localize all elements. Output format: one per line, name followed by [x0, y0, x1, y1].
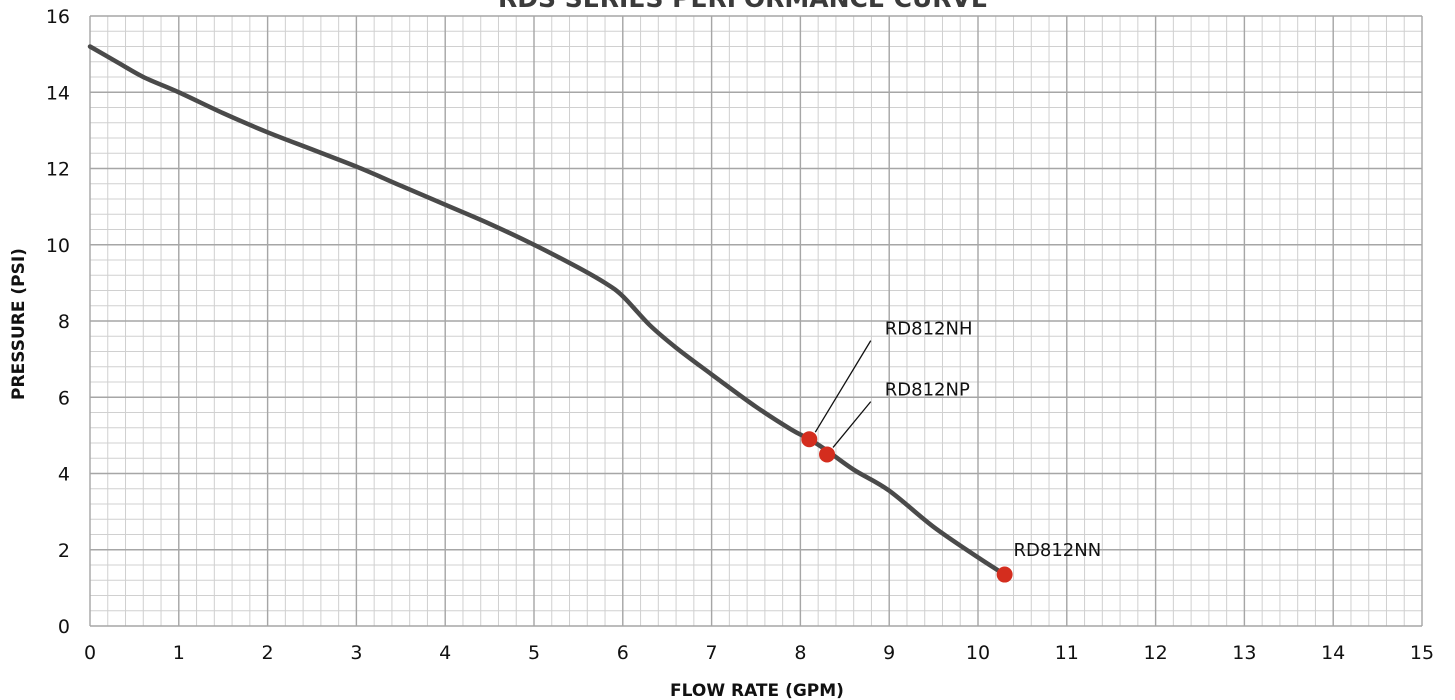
x-tick-label: 2 [262, 642, 274, 664]
y-tick-label: 6 [58, 387, 70, 409]
point-label-rd812nn: RD812NN [1014, 540, 1102, 561]
point-label-rd812np: RD812NP [885, 380, 970, 401]
leader-line-rd812nh [814, 340, 872, 433]
x-tick-label: 6 [617, 642, 629, 664]
x-tick-label: 13 [1232, 642, 1256, 664]
chart-title: RDS SERIES PERFORMANCE CURVE [498, 0, 988, 13]
x-tick-label: 5 [528, 642, 540, 664]
y-tick-label: 16 [46, 6, 70, 28]
point-rd812np [819, 446, 836, 463]
performance-curve-line [87, 44, 1007, 577]
y-tick-label: 0 [58, 616, 70, 638]
point-rd812nh [801, 431, 818, 448]
x-tick-label: 7 [706, 642, 718, 664]
x-axis-title: FLOW RATE (GPM) [670, 681, 844, 700]
x-tick-label: 15 [1410, 642, 1434, 664]
x-tick-label: 14 [1321, 642, 1345, 664]
x-tick-label: 3 [350, 642, 362, 664]
point-label-rd812nh: RD812NH [885, 319, 973, 340]
x-tick-label: 0 [84, 642, 96, 664]
y-tick-label: 14 [46, 82, 70, 104]
y-tick-label: 4 [58, 464, 70, 486]
x-tick-label: 4 [439, 642, 451, 664]
point-rd812nn [996, 566, 1013, 583]
y-axis-ticks: 0 2 4 6 8 10 12 14 16 [46, 6, 70, 638]
x-tick-label: 10 [966, 642, 990, 664]
model-annotations: RD812NH RD812NP RD812NN [801, 319, 1101, 583]
x-axis-ticks: 0 1 2 3 4 5 6 7 8 9 10 11 12 13 14 15 [84, 642, 1434, 664]
x-tick-label: 12 [1144, 642, 1168, 664]
x-tick-label: 11 [1055, 642, 1079, 664]
major-grid [89, 15, 1423, 627]
y-tick-label: 10 [46, 235, 70, 257]
y-tick-label: 8 [58, 311, 70, 333]
x-tick-label: 1 [173, 642, 185, 664]
y-tick-label: 2 [58, 540, 70, 562]
y-tick-label: 12 [46, 159, 70, 181]
x-tick-label: 8 [794, 642, 806, 664]
y-axis-title: PRESSURE (PSI) [9, 248, 29, 400]
x-tick-label: 9 [883, 642, 895, 664]
leader-line-rd812np [832, 401, 872, 448]
